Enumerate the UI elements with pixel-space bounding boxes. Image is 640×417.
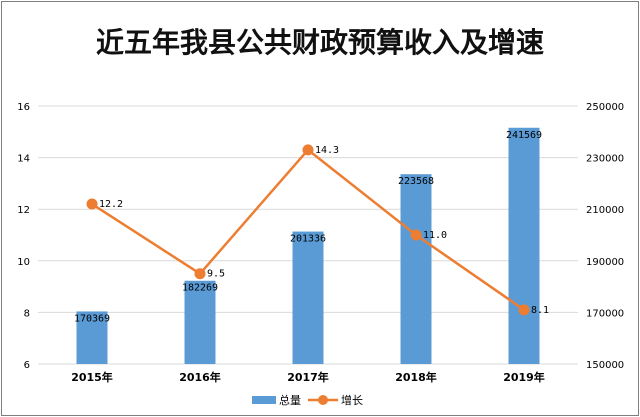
bar xyxy=(184,280,216,364)
y-left-tick-label: 8 xyxy=(24,308,30,319)
y-left-tick-label: 6 xyxy=(24,360,30,371)
line-series: 12.2 9.5 14.3 11.0 8.1 xyxy=(86,144,549,316)
legend-label-total: 总量 xyxy=(279,393,301,407)
line-point xyxy=(410,229,422,241)
bar-data-label: 241569 xyxy=(506,130,542,141)
line-data-label: 11.0 xyxy=(423,230,447,241)
legend-swatch-bar xyxy=(252,396,276,404)
line-point xyxy=(194,268,206,280)
y-right-tick-label: 170000 xyxy=(586,308,624,319)
line-point xyxy=(86,198,98,210)
bar-data-label: 182269 xyxy=(182,283,218,294)
x-tick-label: 2017年 xyxy=(287,370,329,384)
y-left-tick-label: 16 xyxy=(17,102,30,113)
line-point xyxy=(518,304,530,316)
x-tick-label: 2016年 xyxy=(179,370,221,384)
y-left-tick-label: 14 xyxy=(17,154,30,165)
bar-data-label: 170369 xyxy=(74,313,110,324)
bar-series: 170369 182269 201336 223568 241569 xyxy=(74,127,542,364)
bar-data-label: 201336 xyxy=(290,234,326,245)
chart-title: 近五年我县公共财政预算收入及增速 xyxy=(96,26,544,59)
legend-swatch-marker xyxy=(318,395,328,405)
y-right-tick-label: 210000 xyxy=(586,205,624,216)
x-tick-label: 2018年 xyxy=(395,370,437,384)
y-axis-left: 6 8 10 12 14 16 xyxy=(17,102,30,371)
line-point xyxy=(302,144,314,156)
line-data-label: 14.3 xyxy=(315,145,339,156)
bar xyxy=(400,174,432,364)
bar-data-label: 223568 xyxy=(398,176,434,187)
line-data-label: 12.2 xyxy=(99,199,123,210)
x-axis: 2015年 2016年 2017年 2018年 2019年 xyxy=(71,370,545,384)
x-tick-label: 2015年 xyxy=(71,370,113,384)
y-left-tick-label: 12 xyxy=(17,205,30,216)
line-data-label: 9.5 xyxy=(207,269,225,280)
bar xyxy=(292,231,324,364)
legend: 总量 增长 xyxy=(252,393,363,407)
x-tick-label: 2019年 xyxy=(503,370,545,384)
legend-label-growth: 增长 xyxy=(341,393,363,407)
bar xyxy=(508,127,540,364)
line-data-label: 8.1 xyxy=(531,305,549,316)
y-right-tick-label: 190000 xyxy=(586,257,624,268)
y-right-tick-label: 230000 xyxy=(586,154,624,165)
y-axis-right: 150000 170000 190000 210000 230000 250000 xyxy=(586,102,624,371)
y-left-tick-label: 10 xyxy=(17,257,30,268)
y-right-tick-label: 150000 xyxy=(586,360,624,371)
y-right-tick-label: 250000 xyxy=(586,102,624,113)
bar xyxy=(76,311,108,364)
gridlines xyxy=(38,105,578,365)
